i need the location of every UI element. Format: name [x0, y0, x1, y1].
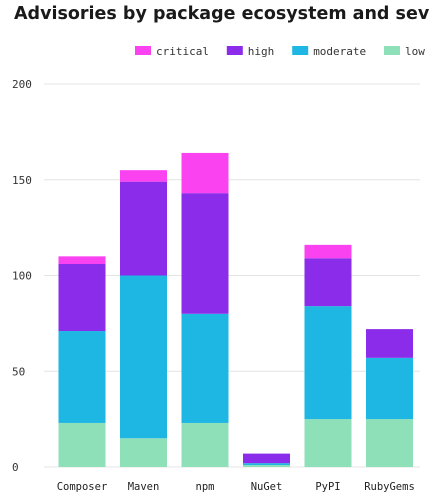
bar-rubygems-moderate: [366, 357, 413, 420]
bar-pypi-critical: [304, 244, 352, 259]
bar-nuget-high: [243, 453, 290, 464]
bar-npm-low: [181, 422, 229, 467]
bar-composer-moderate: [58, 331, 106, 423]
bar-pypi-high: [304, 258, 352, 307]
y-tick-label-200: 200: [12, 78, 32, 91]
legend-swatch-moderate: [292, 46, 309, 55]
legend-label-high: high: [248, 45, 274, 58]
x-tick-label-nuget: NuGet: [251, 481, 283, 493]
y-tick-label-150: 150: [12, 174, 32, 187]
y-tick-label-100: 100: [12, 270, 32, 283]
legend-swatch-low: [384, 46, 400, 55]
bar-composer-critical: [58, 256, 106, 265]
x-tick-label-npm: npm: [196, 481, 215, 493]
bar-composer-low: [58, 422, 106, 467]
y-tick-label-0: 0: [12, 461, 19, 474]
x-tick-label-pypi: PyPI: [315, 481, 340, 493]
bar-nuget-low: [243, 465, 290, 467]
bar-maven-low: [120, 438, 167, 467]
legend: critical high moderate low: [135, 45, 425, 58]
bar-stacks: [58, 152, 413, 468]
x-tick-label-rubygems: RubyGems: [364, 481, 415, 493]
bar-maven-critical: [120, 170, 167, 182]
chart-title: Advisories by package ecosystem and seve…: [14, 4, 430, 24]
grid-lines: [44, 83, 420, 468]
legend-label-critical: critical: [156, 45, 209, 58]
bar-rubygems-low: [366, 419, 413, 468]
bar-pypi-low: [304, 419, 352, 468]
bar-maven-moderate: [120, 275, 167, 439]
bar-maven-high: [120, 181, 167, 276]
legend-label-low: low: [405, 45, 425, 58]
legend-swatch-critical: [135, 46, 151, 55]
legend-label-moderate: moderate: [313, 45, 366, 58]
y-tick-label-50: 50: [12, 365, 25, 378]
legend-swatch-high: [226, 46, 243, 55]
bar-composer-high: [58, 264, 106, 332]
bar-npm-moderate: [181, 313, 229, 423]
bar-nuget-moderate: [243, 463, 290, 466]
x-tick-label-composer: Composer: [57, 481, 108, 493]
axes: 0 50 100 150 200 Composer Maven npm NuGet PyPI Rub…: [12, 78, 415, 493]
bar-rubygems-high: [366, 329, 413, 358]
bar-npm-critical: [181, 152, 229, 194]
bar-npm-high: [181, 193, 229, 314]
bar-pypi-moderate: [304, 306, 352, 420]
x-tick-label-maven: Maven: [128, 481, 160, 493]
